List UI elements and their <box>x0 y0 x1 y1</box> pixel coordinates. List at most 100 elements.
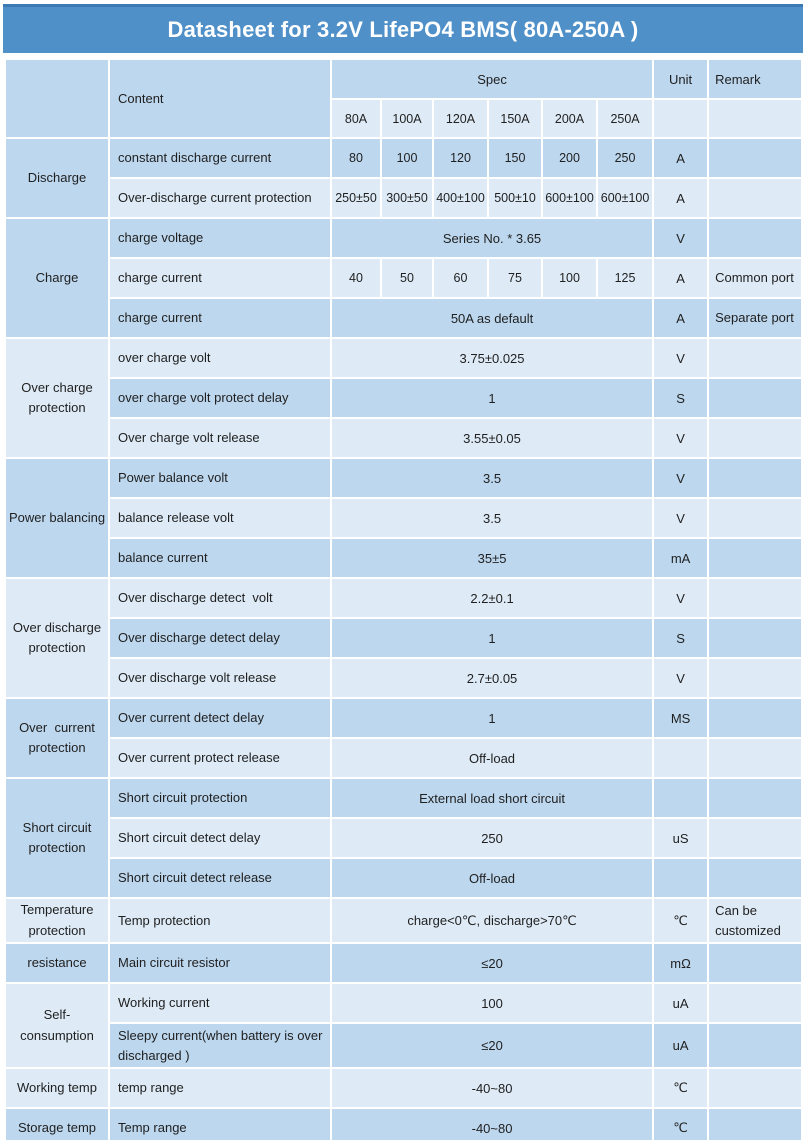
group-cell-over-current-protection: Over current protection <box>4 697 110 779</box>
table-row: charge current 40 50 60 75 100 125 A Com… <box>5 257 804 299</box>
spec-value: 200 <box>541 137 598 179</box>
spec-value-merged: 35±5 <box>329 537 655 579</box>
row-content: charge voltage <box>108 217 332 259</box>
remark-cell <box>707 137 804 179</box>
unit-cell: ℃ <box>652 1067 710 1109</box>
table-row: Working temp temp range -40~80 ℃ <box>4 1067 804 1109</box>
unit-cell: ℃ <box>652 897 710 944</box>
remark-cell <box>707 942 804 984</box>
spec-value-merged: 2.7±0.05 <box>329 657 655 699</box>
unit-cell: uA <box>652 982 710 1024</box>
row-content: Over discharge detect volt <box>108 577 332 619</box>
table-row: Over current protect release Off-load <box>5 737 804 779</box>
table-row: Over charge protection over charge volt … <box>4 337 804 459</box>
unit-cell: mA <box>652 537 710 579</box>
table-row: Temperature protection Temp protection c… <box>4 897 804 944</box>
table-row: Over charge volt release 3.55±0.05 V <box>5 417 804 459</box>
table-row: Over discharge protection Over discharge… <box>4 577 804 699</box>
row-content: charge current <box>108 297 332 339</box>
unit-cell: ℃ <box>652 1107 710 1140</box>
spec-value-merged: -40~80 <box>329 1107 655 1140</box>
row-content: Over charge volt release <box>108 417 332 459</box>
unit-cell: uS <box>652 817 710 859</box>
table-row: Short circuit protection Short circuit p… <box>4 777 804 899</box>
table-row: charge current 50A as default A Separate… <box>5 297 804 339</box>
group-cell-over-discharge-protection: Over discharge protection <box>4 577 110 699</box>
table-row: Over discharge detect delay 1 S <box>5 617 804 659</box>
unit-cell: A <box>652 137 710 179</box>
title-bar: Datasheet for 3.2V LifePO4 BMS( 80A-250A… <box>3 4 803 53</box>
header-spec-col-120a: 120A <box>432 98 489 139</box>
remark-cell <box>707 982 804 1024</box>
spec-value-merged: -40~80 <box>329 1067 655 1109</box>
group-cell-charge: Charge <box>4 217 110 339</box>
header-spec-col-100a: 100A <box>380 98 434 139</box>
remark-cell <box>707 1022 804 1069</box>
row-content: Short circuit detect release <box>108 857 332 899</box>
spec-value: 100 <box>380 137 434 179</box>
table-row: balance release volt 3.5 V <box>5 497 804 539</box>
table-row: Over discharge volt release 2.7±0.05 V <box>5 657 804 699</box>
row-content: balance current <box>108 537 332 579</box>
unit-cell: mΩ <box>652 942 710 984</box>
table-row: Short circuit detect release Off-load <box>5 857 804 899</box>
spec-value: 250 <box>595 137 655 179</box>
remark-cell <box>707 177 804 219</box>
remark-cell <box>707 1067 804 1109</box>
header-content: Content <box>108 58 332 139</box>
group-cell-temperature-protection: Temperature protection <box>4 897 110 944</box>
unit-cell: S <box>652 617 710 659</box>
remark-cell <box>707 697 804 739</box>
spec-value: 150 <box>487 137 543 179</box>
unit-cell: A <box>652 257 710 299</box>
remark-cell <box>707 777 804 819</box>
spec-value-merged: 1 <box>329 617 655 659</box>
spec-value: 500±10 <box>487 177 543 219</box>
remark-cell <box>707 737 804 779</box>
unit-cell: A <box>652 297 710 339</box>
remark-cell <box>707 457 804 499</box>
remark-cell <box>707 217 804 259</box>
remark-cell: Separate port <box>707 297 804 339</box>
spec-value: 80 <box>330 137 382 179</box>
spec-value: 250±50 <box>330 177 382 219</box>
spec-value: 75 <box>487 257 543 299</box>
remark-cell: Common port <box>707 257 804 299</box>
remark-cell <box>707 1107 804 1140</box>
remark-cell: Can be customized <box>707 897 804 944</box>
group-cell-discharge: Discharge <box>4 137 110 219</box>
remark-cell <box>707 857 804 899</box>
header-unit: Unit <box>652 58 710 100</box>
table-header: Content Spec Unit Remark 80A 100A 120A 1… <box>4 58 804 139</box>
spec-value-merged: 100 <box>329 982 655 1024</box>
header-unit-spacer <box>652 98 710 139</box>
unit-cell: V <box>652 657 710 699</box>
unit-cell <box>652 857 710 899</box>
row-content: Temp range <box>108 1107 332 1140</box>
row-content: Working current <box>108 982 332 1024</box>
remark-cell <box>707 657 804 699</box>
spec-value: 40 <box>330 257 382 299</box>
spec-value: 600±100 <box>541 177 598 219</box>
unit-cell <box>652 737 710 779</box>
table-row: Over-discharge current protection 250±50… <box>5 177 804 219</box>
spec-value: 300±50 <box>380 177 434 219</box>
unit-cell: S <box>652 377 710 419</box>
spec-value-merged: ≤20 <box>329 1022 655 1069</box>
spec-value: 125 <box>595 257 655 299</box>
row-content: Temp protection <box>108 897 332 944</box>
header-remark-spacer <box>707 98 804 139</box>
unit-cell: uA <box>652 1022 710 1069</box>
row-content: Sleepy current(when battery is over disc… <box>108 1022 332 1069</box>
table-row: Storage temp Temp range -40~80 ℃ <box>4 1107 804 1140</box>
table-body: Discharge constant discharge current 80 … <box>4 137 804 1140</box>
spec-value-merged: 1 <box>329 697 655 739</box>
remark-cell <box>707 537 804 579</box>
spec-value-merged: Series No. * 3.65 <box>329 217 655 259</box>
spec-value: 120 <box>432 137 489 179</box>
table-row: over charge volt protect delay 1 S <box>5 377 804 419</box>
sheet-title: Datasheet for 3.2V LifePO4 BMS( 80A-250A… <box>167 17 639 42</box>
row-content: Short circuit detect delay <box>108 817 332 859</box>
row-content: over charge volt <box>108 337 332 379</box>
